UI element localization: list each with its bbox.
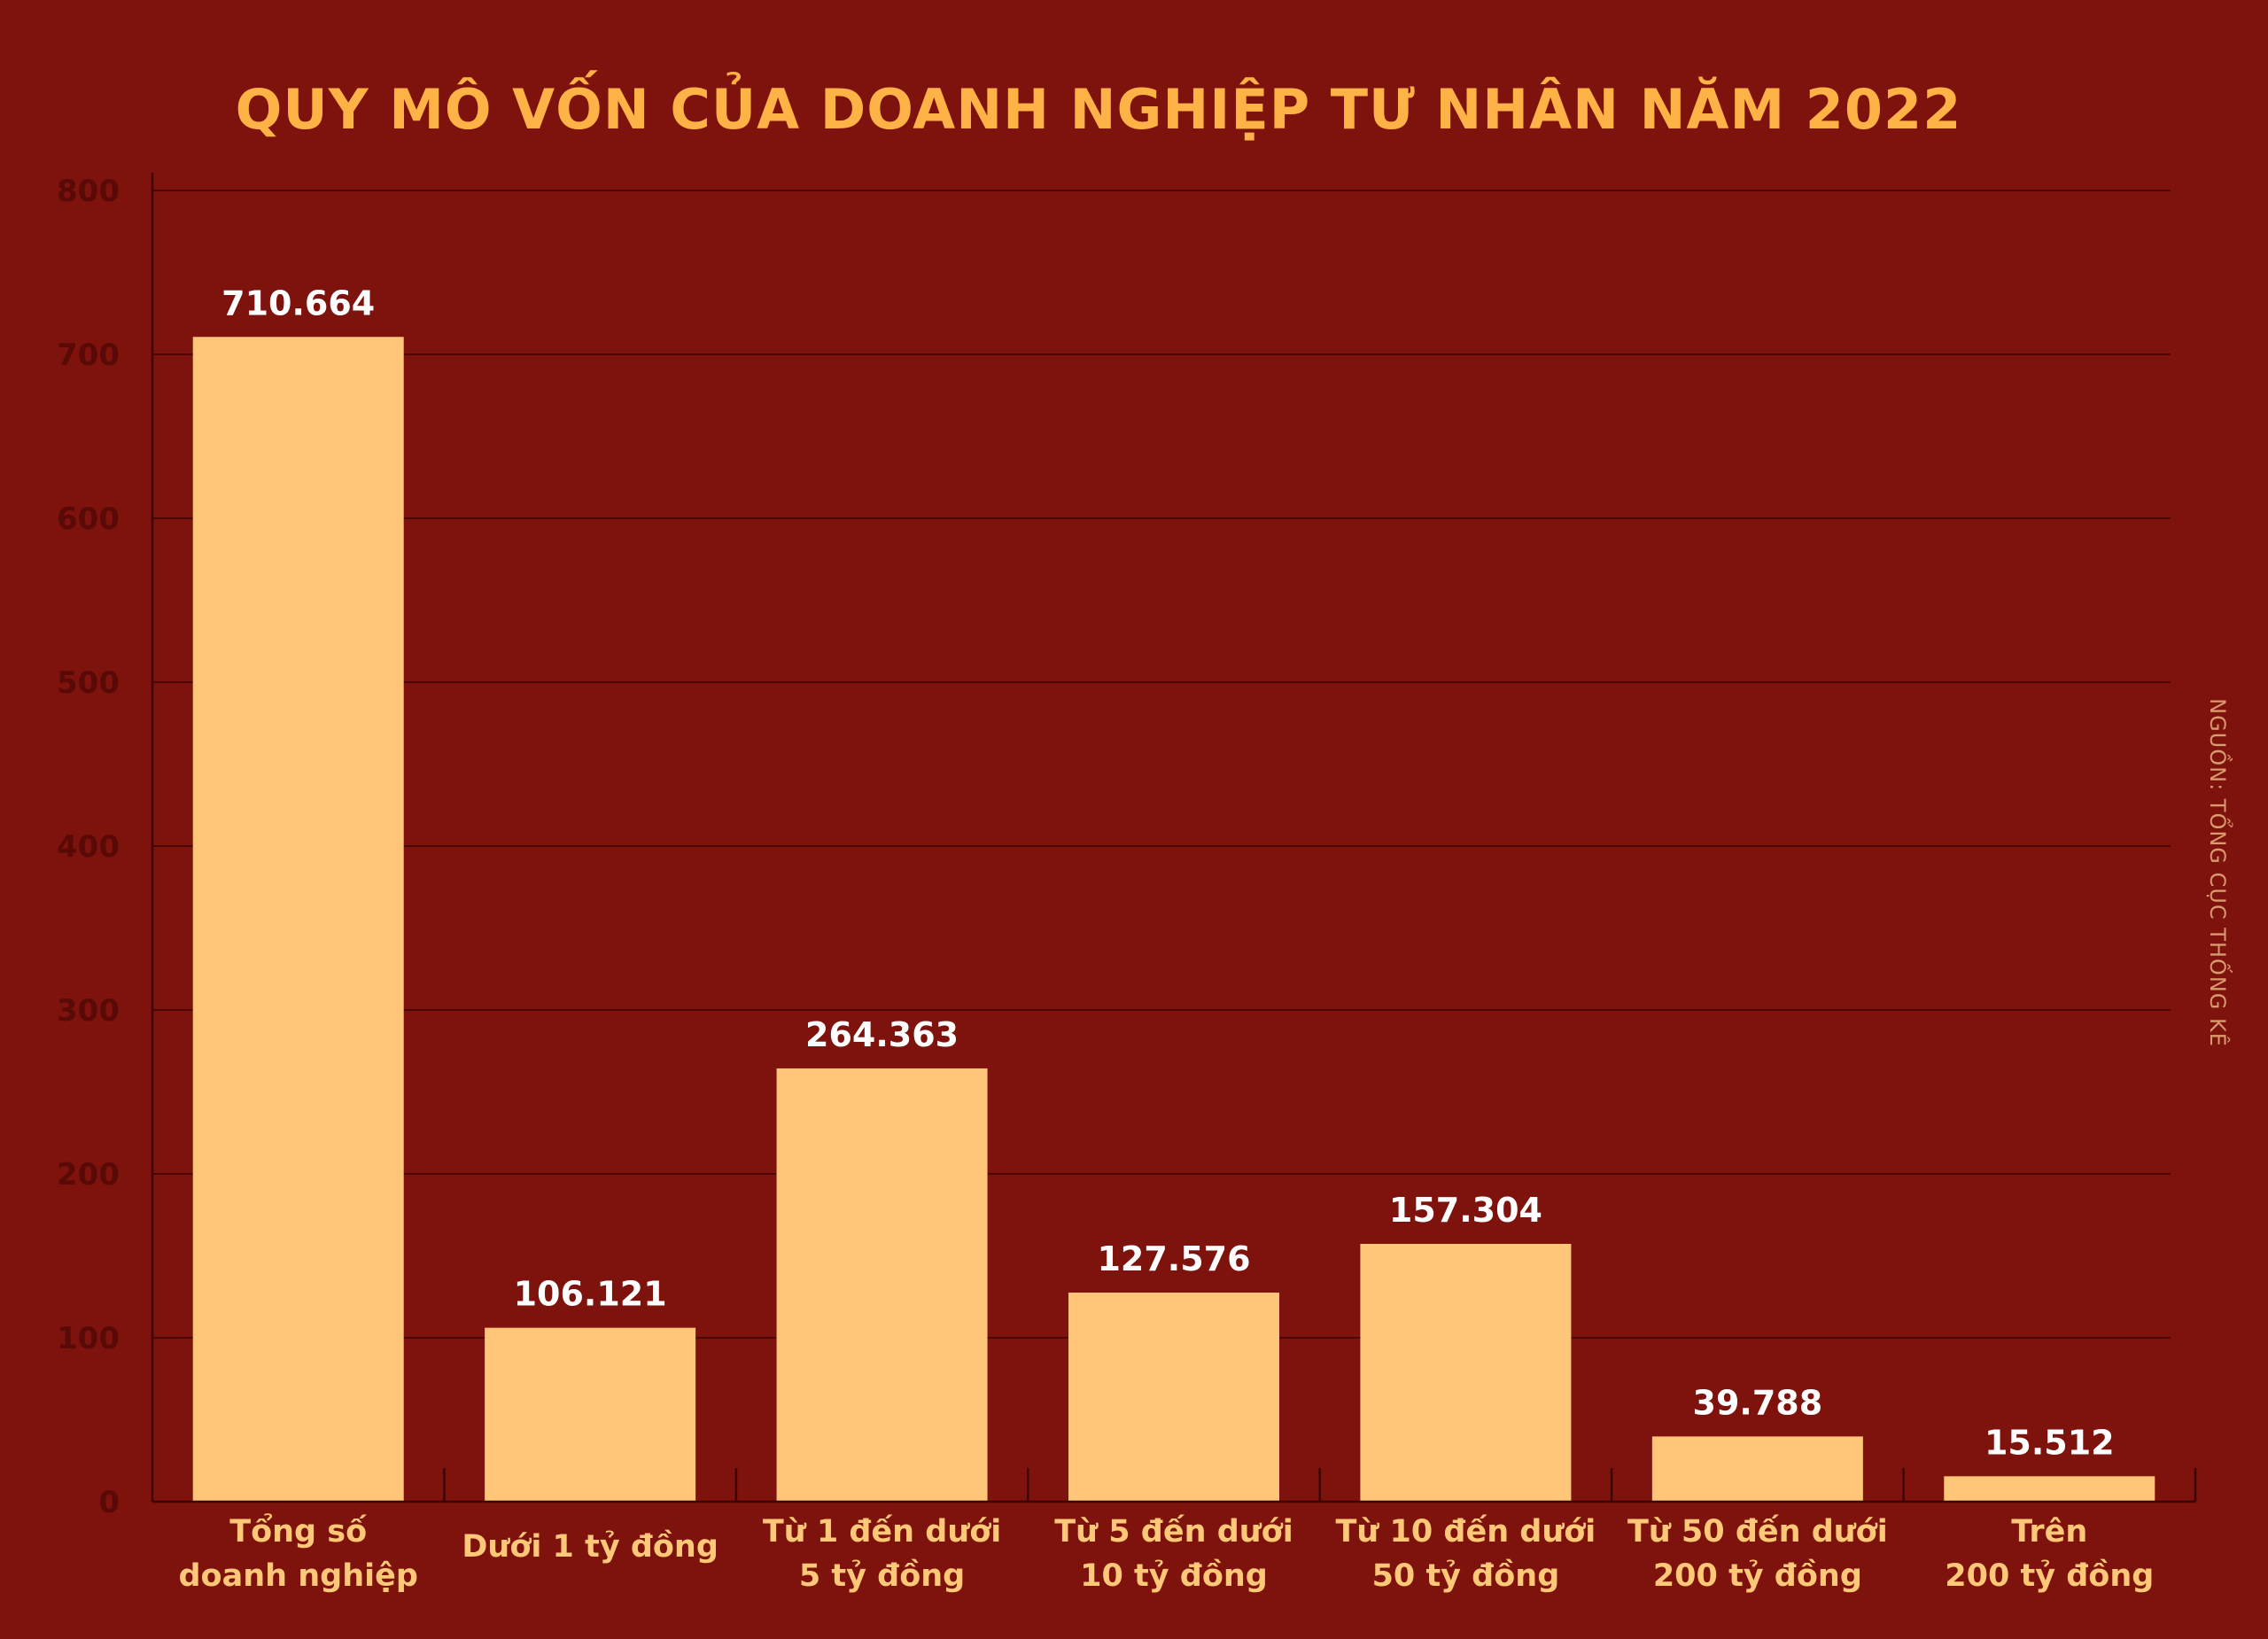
x-tick-label: Tổng số: [229, 1512, 367, 1550]
chart-title: QUY MÔ VỐN CỦA DOANH NGHIỆP TƯ NHÂN NĂM …: [236, 70, 1962, 142]
x-tick-label: 200 tỷ đồng: [1653, 1557, 1862, 1594]
y-tick-label: 0: [98, 1485, 120, 1520]
x-tick-label: Dưới 1 tỷ đồng: [462, 1528, 718, 1565]
value-label: 710.664: [221, 284, 375, 322]
grid-lines: [152, 190, 2171, 1339]
value-label: 39.788: [1693, 1383, 1823, 1422]
y-tick-label: 400: [57, 829, 120, 865]
y-tick-label: 500: [57, 665, 120, 701]
value-label: 157.304: [1389, 1191, 1542, 1230]
y-tick-label: 200: [57, 1157, 120, 1192]
bar: [1944, 1476, 2155, 1502]
value-label: 15.512: [1984, 1423, 2115, 1462]
bar: [1360, 1243, 1572, 1502]
value-label: 106.121: [514, 1275, 667, 1314]
x-tick-label: Từ 5 đến dưới: [1054, 1514, 1293, 1550]
bar: [1068, 1292, 1279, 1502]
y-tick-label: 800: [57, 174, 120, 209]
x-tick-label: doanh nghiệp: [179, 1558, 418, 1594]
y-tick-label: 600: [57, 501, 120, 537]
bars: [192, 337, 2155, 1502]
bar: [1651, 1436, 1863, 1502]
y-tick-label: 700: [57, 338, 120, 373]
x-tick-label: Trên: [2011, 1514, 2087, 1550]
x-tick-label: 50 tỷ đồng: [1372, 1557, 1560, 1594]
x-tick-label: 10 tỷ đồng: [1080, 1557, 1268, 1594]
x-tick-label: Từ 10 đến dưới: [1336, 1514, 1596, 1550]
x-axis: Tổng số doanh nghiệp Dưới 1 tỷ đồng Từ 1 đế…: [152, 1468, 2197, 1594]
x-tick-label: 5 tỷ đồng: [799, 1557, 965, 1594]
value-label: 264.363: [805, 1015, 959, 1054]
x-tick-label: 200 tỷ đồng: [1945, 1557, 2154, 1594]
bar: [776, 1068, 988, 1502]
source-note: NGUỒN: TỔNG CỤC THỐNG KÊ: [2205, 698, 2234, 1047]
bar: [192, 337, 404, 1502]
x-tick-label: Từ 1 đến dưới: [763, 1514, 1001, 1550]
y-tick-label: 300: [57, 993, 120, 1029]
value-labels: 710.664 106.121 264.363 127.576 157.304 39.78…: [221, 284, 2114, 1462]
x-tick-label: Từ 50 đến dưới: [1627, 1514, 1888, 1550]
y-axis: 0 100 200 300 400 500 600 700 800: [57, 173, 154, 1520]
y-tick-label: 100: [57, 1321, 120, 1356]
value-label: 127.576: [1097, 1239, 1250, 1278]
bar: [485, 1327, 696, 1502]
